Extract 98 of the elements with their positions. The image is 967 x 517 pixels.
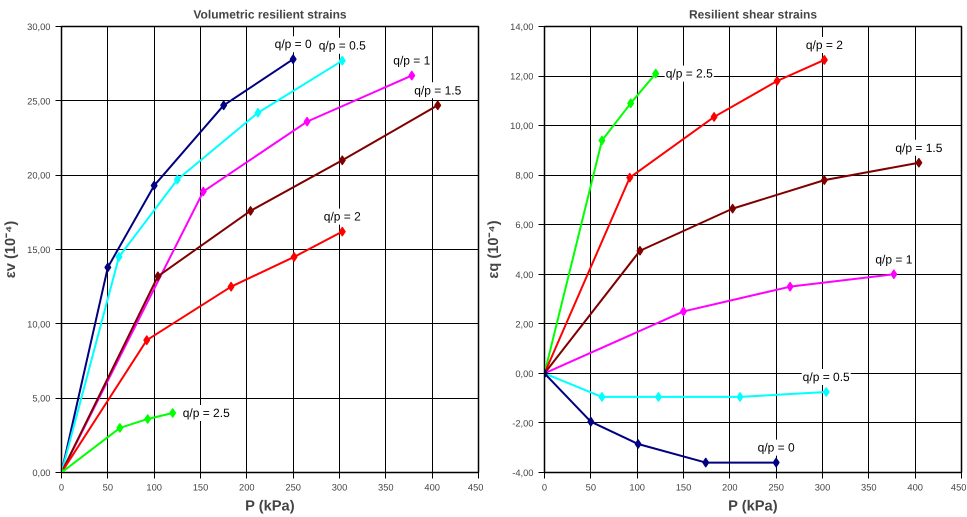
- point: [434, 100, 442, 110]
- x-axis-title: P (kPa): [245, 498, 295, 514]
- y-tick-label: 12,00: [510, 72, 534, 82]
- chart-title: Resilient shear strains: [688, 8, 818, 22]
- x-tick-label: 250: [768, 482, 784, 492]
- point: [174, 174, 181, 185]
- series-label: q/p = 1: [393, 54, 431, 68]
- x-tick-label: 300: [332, 482, 348, 492]
- point: [729, 204, 736, 214]
- point: [587, 416, 594, 427]
- point: [652, 68, 660, 79]
- series-label: q/p = 0.5: [802, 370, 850, 384]
- x-axis-title: P (kPa): [728, 498, 778, 514]
- point: [774, 76, 781, 86]
- point: [104, 262, 112, 272]
- y-axis-title: εq (10⁻⁴): [486, 220, 502, 279]
- point: [338, 155, 346, 166]
- point: [150, 180, 158, 191]
- point: [144, 414, 152, 424]
- x-tick-label: 150: [676, 482, 692, 492]
- point: [598, 135, 606, 146]
- point: [820, 54, 828, 65]
- point: [626, 172, 634, 183]
- y-tick-label: 8,00: [515, 170, 534, 181]
- point: [408, 70, 416, 81]
- series-label: q/p = 2: [324, 210, 362, 224]
- point: [915, 158, 922, 168]
- x-tick-label: 50: [586, 482, 596, 492]
- point: [290, 252, 298, 262]
- point: [890, 269, 898, 280]
- point: [115, 252, 122, 262]
- x-tick-label: 0: [58, 482, 64, 492]
- point: [338, 56, 346, 66]
- point: [169, 408, 176, 418]
- y-tick-label: 25,00: [27, 96, 50, 106]
- y-tick-label: 5,00: [32, 394, 50, 404]
- point: [634, 439, 642, 450]
- series-label: q/p = 1: [875, 252, 913, 266]
- x-tick-label: 350: [861, 482, 877, 492]
- x-tick-label: 250: [285, 482, 301, 492]
- point: [736, 392, 744, 402]
- chart-title: Volumetric resilient strains: [193, 8, 347, 22]
- series-label: q/p = 1.5: [895, 140, 943, 155]
- y-tick-label: 30,00: [27, 22, 50, 32]
- y-tick-label: 2,00: [515, 319, 534, 330]
- point: [254, 108, 262, 118]
- series-label: q/p = 0: [274, 37, 312, 52]
- series-label: q/p = 2.5: [182, 406, 230, 420]
- y-tick-label: 4,00: [515, 270, 534, 280]
- point: [116, 422, 124, 433]
- point: [220, 100, 228, 110]
- point: [654, 392, 662, 402]
- y-axis-title: εv (10⁻⁴): [3, 220, 20, 278]
- y-tick-label: 10,00: [27, 319, 50, 330]
- series-label: q/p = 0: [758, 440, 796, 455]
- series-label: q/p = 0.5: [318, 38, 366, 53]
- point: [627, 98, 634, 108]
- point: [143, 335, 150, 346]
- x-tick-label: 150: [192, 482, 208, 492]
- point: [772, 458, 780, 468]
- point: [636, 246, 644, 256]
- point: [710, 112, 718, 122]
- point: [200, 186, 207, 197]
- x-tick-label: 400: [907, 482, 923, 492]
- x-tick-label: 300: [814, 482, 830, 492]
- point: [702, 458, 710, 468]
- x-tick-label: 100: [629, 482, 645, 492]
- x-tick-label: 0: [542, 482, 548, 492]
- y-tick-label: 10,00: [510, 121, 534, 132]
- series-label: q/p = 2: [806, 38, 844, 52]
- point: [304, 116, 311, 127]
- point: [338, 226, 346, 237]
- series-label: q/p = 1.5: [414, 83, 462, 98]
- y-tick-label: 20,00: [27, 170, 50, 181]
- y-tick-label: -2,00: [512, 418, 534, 428]
- x-tick-label: 450: [950, 482, 967, 492]
- point: [228, 282, 235, 292]
- y-tick-label: 14,00: [510, 22, 534, 32]
- y-tick-label: 6,00: [515, 220, 534, 230]
- point: [822, 386, 830, 397]
- y-tick-label: 0,00: [515, 368, 534, 379]
- point: [247, 206, 254, 216]
- x-tick-label: 50: [102, 482, 114, 492]
- x-tick-label: 400: [424, 482, 440, 492]
- series-label: q/p = 2.5: [666, 66, 714, 81]
- y-tick-label: 15,00: [27, 245, 50, 255]
- point: [290, 54, 297, 64]
- x-tick-label: 200: [239, 482, 255, 492]
- point: [598, 392, 606, 402]
- x-tick-label: 200: [722, 482, 738, 492]
- y-tick-label: 0,00: [32, 468, 50, 478]
- x-tick-label: 450: [468, 482, 484, 492]
- point: [786, 282, 794, 292]
- point: [154, 271, 162, 282]
- x-tick-label: 100: [146, 482, 162, 492]
- point: [820, 175, 828, 186]
- x-tick-label: 350: [378, 482, 394, 492]
- y-tick-label: -4,00: [512, 468, 534, 478]
